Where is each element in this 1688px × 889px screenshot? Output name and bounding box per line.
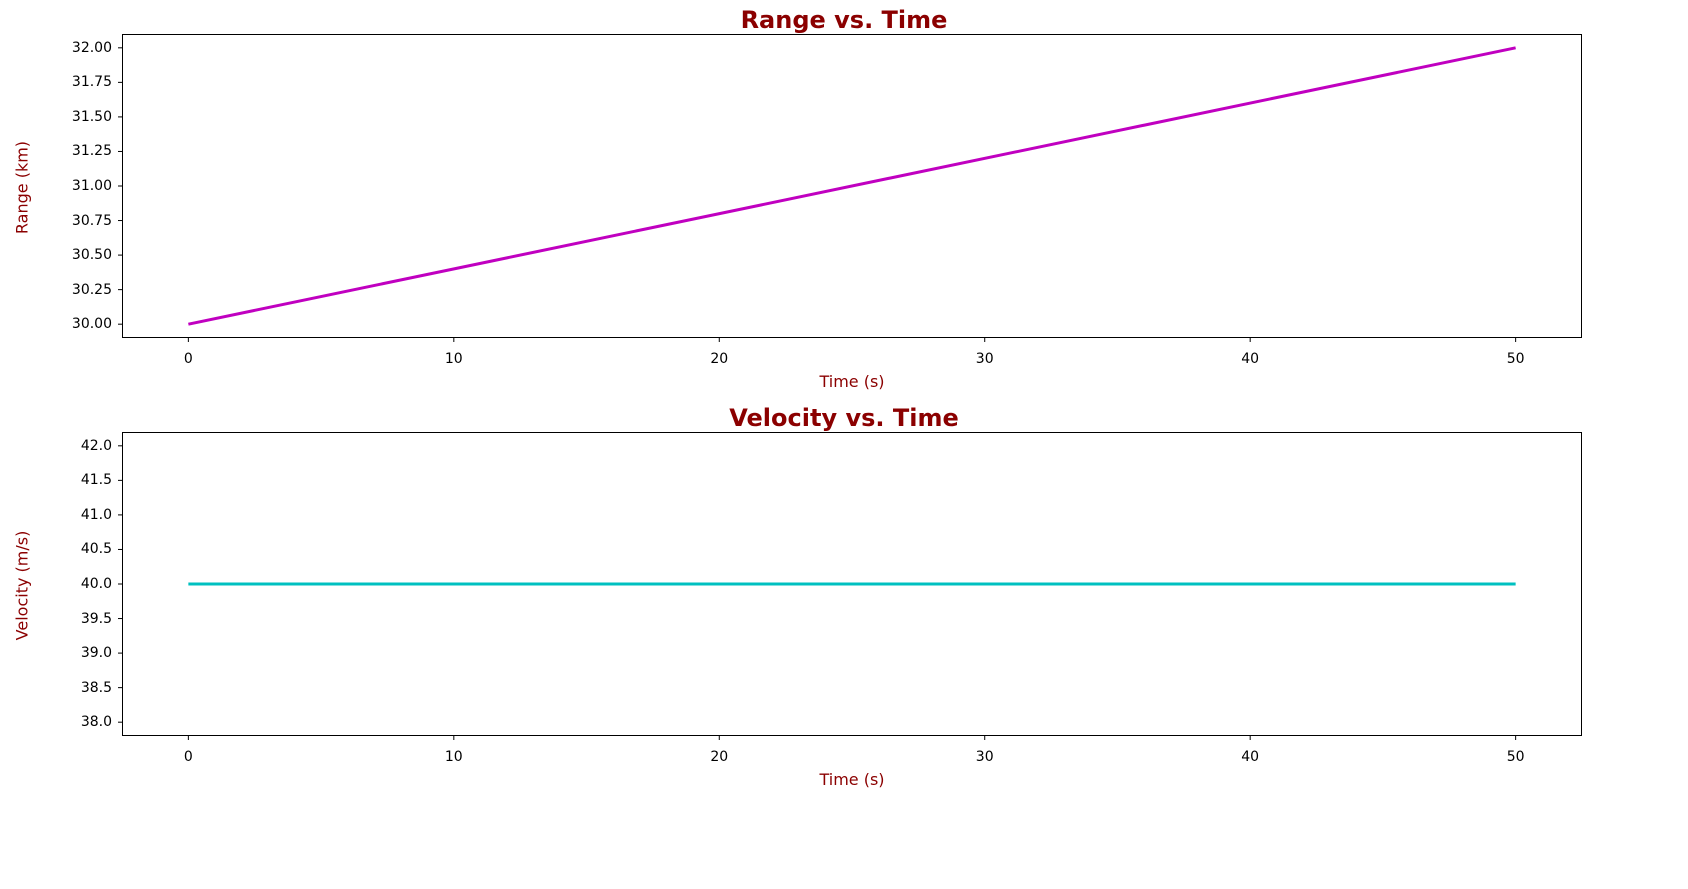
ytick-label: 42.0 — [81, 438, 112, 454]
velocity-chart-xlabel: Time (s) — [122, 770, 1582, 789]
xtick-label: 50 — [1476, 749, 1556, 765]
ytick-label: 38.0 — [81, 714, 112, 730]
xtick-label: 0 — [148, 749, 228, 765]
velocity-chart-panel: Velocity vs. Time Time (s) Velocity (m/s… — [0, 0, 1688, 889]
xtick-label: 10 — [414, 749, 494, 765]
ytick-label: 41.0 — [81, 507, 112, 523]
xtick-label: 40 — [1210, 749, 1290, 765]
ytick-label: 39.0 — [81, 645, 112, 661]
ytick-label: 38.5 — [81, 680, 112, 696]
ytick-label: 40.5 — [81, 541, 112, 557]
velocity-chart-ylabel: Velocity (m/s) — [13, 486, 32, 686]
velocity-chart-svg — [0, 0, 1688, 889]
ytick-label: 41.5 — [81, 472, 112, 488]
ytick-label: 39.5 — [81, 611, 112, 627]
xtick-label: 30 — [945, 749, 1025, 765]
xtick-label: 20 — [679, 749, 759, 765]
figure: Range vs. Time Time (s) Range (km) 01020… — [0, 0, 1688, 889]
ytick-label: 40.0 — [81, 576, 112, 592]
